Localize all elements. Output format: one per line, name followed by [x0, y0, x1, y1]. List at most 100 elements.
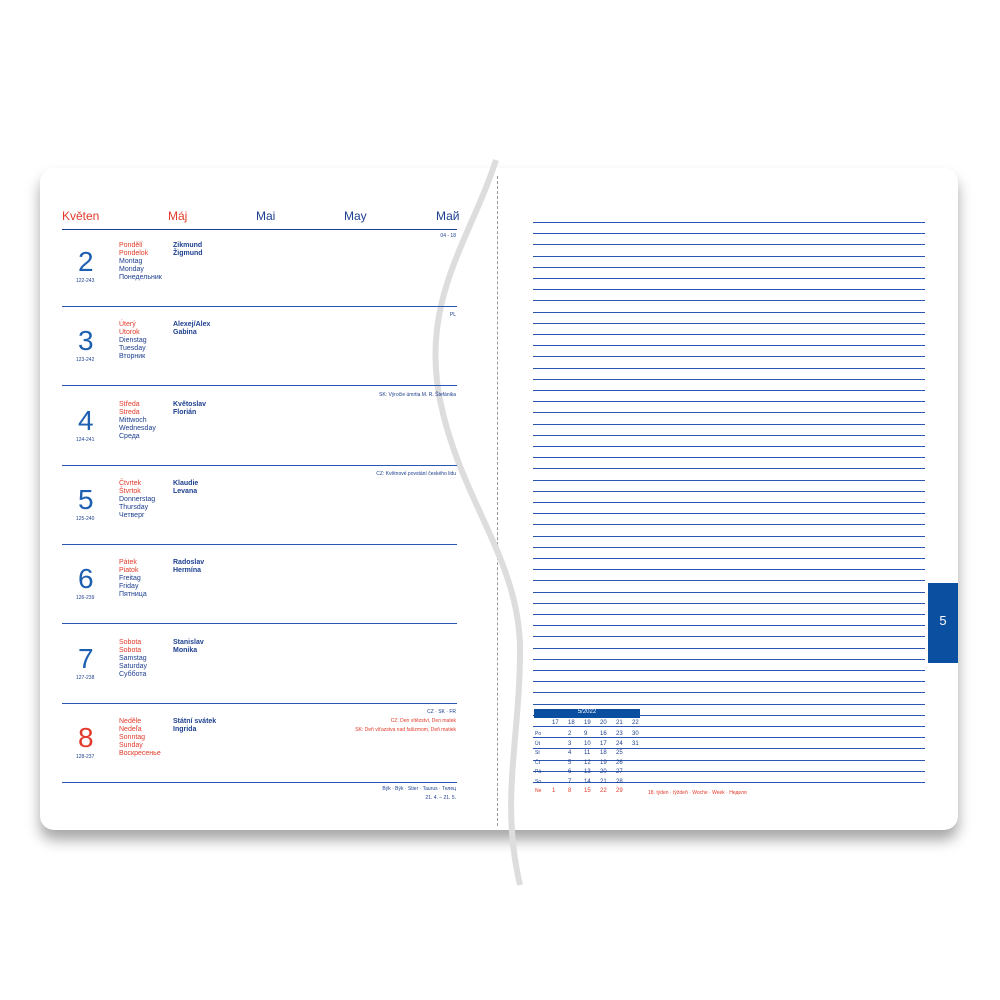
rule — [533, 546, 925, 548]
row-label: Po — [535, 731, 542, 737]
zodiac: Býk · Býk · Stier · Taurus · Телец — [382, 786, 456, 792]
row-label: Út — [535, 740, 540, 747]
weekday: Freitag — [119, 575, 141, 583]
mini-day: 1 — [552, 788, 556, 794]
rule — [533, 726, 925, 727]
mini-day: 29 — [616, 788, 623, 794]
rule — [533, 311, 925, 313]
rule — [533, 390, 925, 391]
day-number: 4 — [78, 404, 94, 436]
nameday: Florián — [173, 408, 197, 416]
mini-day: 18 — [600, 750, 607, 756]
weekday: Štvrtok — [119, 487, 141, 495]
day-number: 6 — [78, 563, 94, 595]
note: SK: Výročie úmrtia M. R. Štefánika — [379, 391, 456, 398]
nameday: Žigmund — [173, 250, 203, 257]
mini-day: 4 — [568, 750, 572, 756]
row-label: Ne — [535, 788, 542, 794]
mini-day: 9 — [584, 731, 588, 737]
mini-day: 8 — [568, 788, 572, 794]
day-number: 7 — [78, 642, 94, 674]
day-number: 5 — [78, 483, 94, 515]
weekday: Donnerstag — [119, 495, 156, 503]
rule — [533, 625, 925, 627]
rule — [533, 356, 925, 358]
weekday: Samstag — [119, 654, 147, 662]
nameday: Ingrida — [173, 725, 197, 733]
weekday: Wednesday — [119, 424, 156, 432]
weekday: Четверг — [119, 511, 145, 519]
mini-day: 19 — [600, 759, 607, 766]
rule — [533, 770, 925, 772]
note: CZ: Květnové povstání českého lidu — [376, 470, 456, 477]
weekday: Воскресенье — [119, 749, 161, 757]
rule — [533, 468, 925, 470]
weekday: Dienstag — [119, 337, 147, 345]
note: CZ: Den vítězství, Den matek — [390, 717, 456, 724]
rule — [533, 602, 925, 604]
weekday: Понедельник — [119, 274, 162, 281]
week-number: 21 — [616, 720, 623, 726]
day-number: 2 — [78, 246, 94, 277]
nameday: Stanislav — [173, 638, 204, 646]
weekday: Čtvrtek — [119, 479, 142, 487]
weekday: Вторник — [119, 353, 146, 361]
weekday: Úterý — [119, 321, 136, 329]
rule — [533, 670, 925, 671]
mini-day: 24 — [616, 740, 623, 747]
nameday: Radoslav — [173, 559, 205, 567]
weekday: Pátek — [119, 559, 137, 567]
weekday: Mittwoch — [119, 416, 147, 424]
day-number: 8 — [78, 721, 94, 753]
mini-title: 5/2022 — [534, 709, 640, 718]
weekday: Sunday — [119, 741, 143, 749]
weekday: Streda — [119, 408, 140, 416]
mini-day: 12 — [584, 759, 591, 766]
mini-day: 6 — [568, 769, 572, 775]
week-number: 18 — [568, 720, 575, 726]
rule — [62, 385, 457, 387]
nameday: Gabina — [173, 329, 197, 337]
rule — [533, 266, 925, 268]
day-of-year: 123-242 — [76, 357, 95, 364]
weekday: Sobota — [119, 646, 142, 654]
mini-day: 10 — [584, 740, 591, 747]
rule — [533, 524, 925, 526]
mini-day: 20 — [600, 769, 607, 775]
mini-day: 26 — [616, 759, 623, 766]
rule — [533, 233, 925, 235]
week-number: 20 — [600, 720, 607, 726]
row-label: Čt — [535, 759, 540, 766]
row-label: So — [535, 778, 542, 785]
rule — [533, 300, 925, 302]
mini-day: 30 — [632, 731, 639, 737]
nameday: Státní svátek — [173, 717, 217, 725]
weekday: Среда — [119, 432, 140, 440]
weekday: Středa — [119, 400, 140, 408]
week-number: 19 — [584, 720, 591, 726]
day-of-year: 128-237 — [76, 753, 95, 760]
nameday: Monika — [173, 646, 198, 654]
nameday: Květoslav — [173, 400, 207, 408]
mini-day: 13 — [584, 769, 591, 775]
note: CZ · SK · FR — [427, 708, 456, 715]
rule — [533, 782, 925, 783]
rule — [533, 222, 925, 223]
rule — [62, 702, 457, 704]
tab-label: 5 — [939, 613, 947, 628]
rule — [62, 464, 457, 466]
rule — [533, 434, 925, 436]
day-of-year: 124-241 — [76, 436, 95, 443]
rule — [533, 334, 925, 335]
rule — [62, 306, 457, 307]
rule — [533, 591, 925, 593]
row-label: Pá — [535, 769, 542, 775]
mini-day: 7 — [568, 778, 572, 785]
mini-day: 15 — [584, 788, 591, 794]
month: May — [344, 209, 367, 223]
rule — [533, 748, 925, 750]
rule — [62, 623, 457, 625]
rule — [533, 703, 925, 705]
weekday: Суббота — [119, 670, 147, 678]
